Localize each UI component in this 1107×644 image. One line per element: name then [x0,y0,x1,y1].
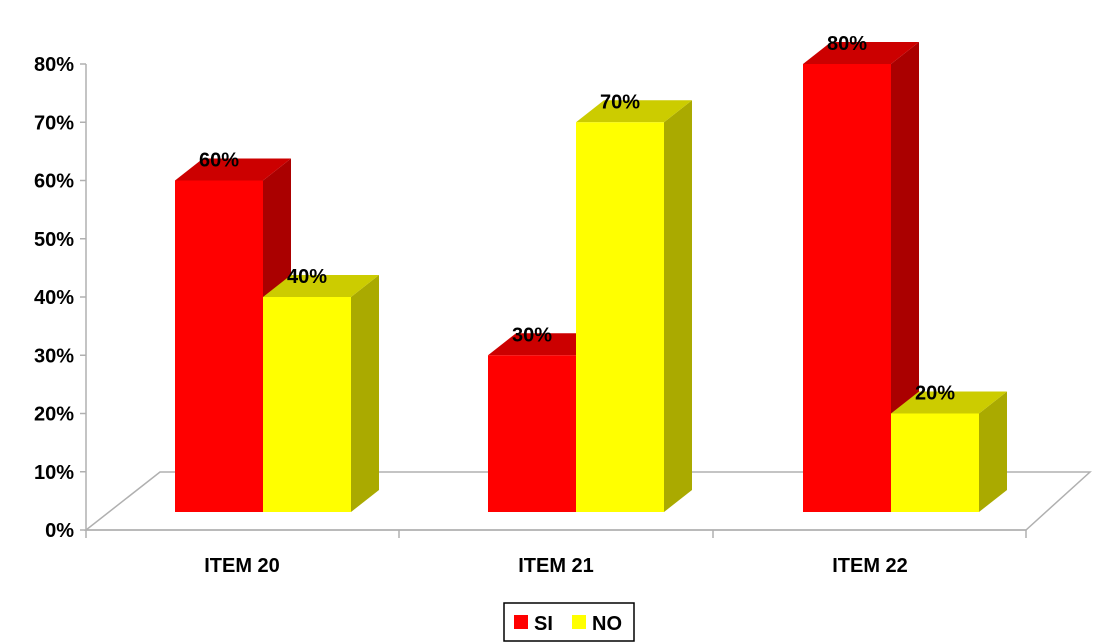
bar-top [576,100,692,123]
y-axis: 0% 10% 20% 30% 40% 50% 60% 70% 80% [34,54,87,542]
y-tick-label: 0% [45,520,74,542]
bar-front [175,180,263,512]
y-tick-label: 40% [34,287,74,309]
bar-top [175,158,291,181]
data-label: 60% [199,150,239,172]
legend-label-no: NO [592,613,622,635]
data-label: 20% [915,383,955,405]
bar-top [891,391,1007,414]
bar-front [576,122,664,512]
bar-front [263,297,351,512]
bar-top [488,333,604,356]
legend: SI NO [503,602,635,642]
bar-front [803,64,891,512]
y-tick-label: 50% [34,229,74,251]
bar-no [263,275,379,512]
x-tick-label: ITEM 22 [832,555,908,577]
bar-top [263,275,379,297]
x-tick-label: ITEM 20 [204,555,280,577]
y-tick-label: 20% [34,404,74,426]
x-axis: ITEM 20 ITEM 21 ITEM 22 [85,529,1027,577]
bar-no [576,100,692,512]
y-tick-label: 80% [34,54,74,76]
bar-si [803,42,919,512]
bar-side [351,275,379,512]
bar-side [979,391,1007,512]
y-tick-label: 30% [34,345,74,367]
y-tick-label: 70% [34,112,74,134]
bar-top [803,42,919,64]
data-label: 30% [512,324,552,346]
bar-side [891,42,919,512]
bars [175,42,1007,512]
data-label: 80% [827,33,867,55]
bar-side [664,100,692,512]
data-label: 40% [287,266,327,288]
legend-swatch-si [514,615,528,629]
bar-no [891,391,1007,512]
y-tick-label: 10% [34,462,74,484]
bar-front [891,413,979,512]
legend-label-si: SI [534,613,553,635]
legend-swatch-no [572,615,586,629]
data-labels: 60% 40% 30% 70% 80% 20% [199,33,955,405]
bar-front [488,355,576,512]
data-label: 70% [600,91,640,113]
x-tick-label: ITEM 21 [518,555,594,577]
y-tick-label: 60% [34,171,74,193]
